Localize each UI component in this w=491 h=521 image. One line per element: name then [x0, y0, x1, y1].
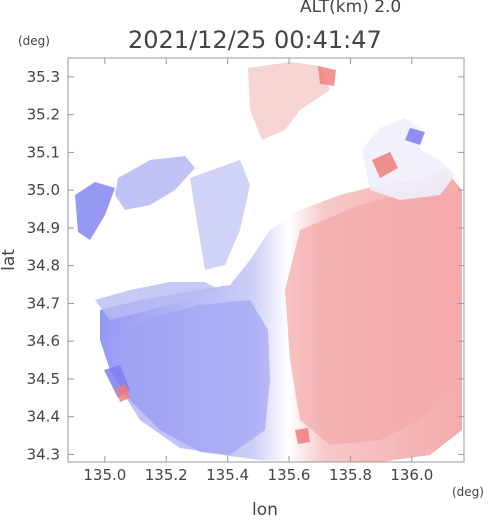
chart-title: 2021/12/25 00:41:47 — [128, 26, 382, 54]
x-tick-label: 135.0 — [83, 466, 126, 484]
x-tick-label: 135.6 — [268, 466, 311, 484]
y-axis: 34.3 34.4 34.5 34.6 34.7 34.8 34.9 35.0 35.1 35.2… — [27, 68, 464, 463]
x-tick-label: 136.0 — [390, 466, 433, 484]
echo-northeast-red-spot — [372, 152, 398, 178]
x-axis: 135.0 135.2 135.4 135.6 135.8 136.0 — [83, 58, 433, 484]
y-tick-label: 34.6 — [27, 332, 60, 350]
echo-west-coast-fragments — [95, 282, 220, 320]
plot-frame — [67, 57, 465, 463]
y-tick-label: 34.8 — [27, 257, 60, 275]
x-tick-label: 135.4 — [206, 466, 249, 484]
altitude-label: ALT(km) 2.0 — [300, 0, 402, 17]
y-tick-label: 35.1 — [27, 143, 60, 161]
y-tick-label: 34.7 — [27, 294, 60, 312]
echo-north-strip — [248, 62, 330, 140]
echo-northwest-band — [115, 156, 195, 210]
y-tick-label: 34.5 — [27, 370, 60, 388]
x-axis-label: lon — [252, 500, 278, 520]
x-tick-label: 135.8 — [329, 466, 372, 484]
echo-southwest-red-spot — [116, 384, 130, 402]
y-tick-label: 35.3 — [27, 68, 60, 86]
echo-field — [75, 62, 462, 462]
y-axis-unit: (deg) — [18, 34, 50, 48]
x-axis-unit: (deg) — [452, 485, 484, 499]
echo-northwest-fragment — [75, 182, 115, 240]
echo-northeast-cluster — [362, 118, 455, 200]
y-tick-label: 35.2 — [27, 106, 60, 124]
echo-northeast-blue-spot — [405, 128, 425, 145]
y-tick-label: 35.0 — [27, 181, 60, 199]
x-tick-label: 135.2 — [145, 466, 188, 484]
y-tick-label: 34.4 — [27, 408, 60, 426]
echo-north-edge-red — [318, 66, 336, 86]
echo-receding-core — [285, 190, 460, 445]
echo-approaching-core — [110, 300, 270, 455]
y-tick-label: 34.9 — [27, 219, 60, 237]
y-tick-label: 34.3 — [27, 445, 60, 463]
echo-north-central-blue — [190, 160, 250, 270]
echo-south-red-spot — [295, 428, 310, 444]
